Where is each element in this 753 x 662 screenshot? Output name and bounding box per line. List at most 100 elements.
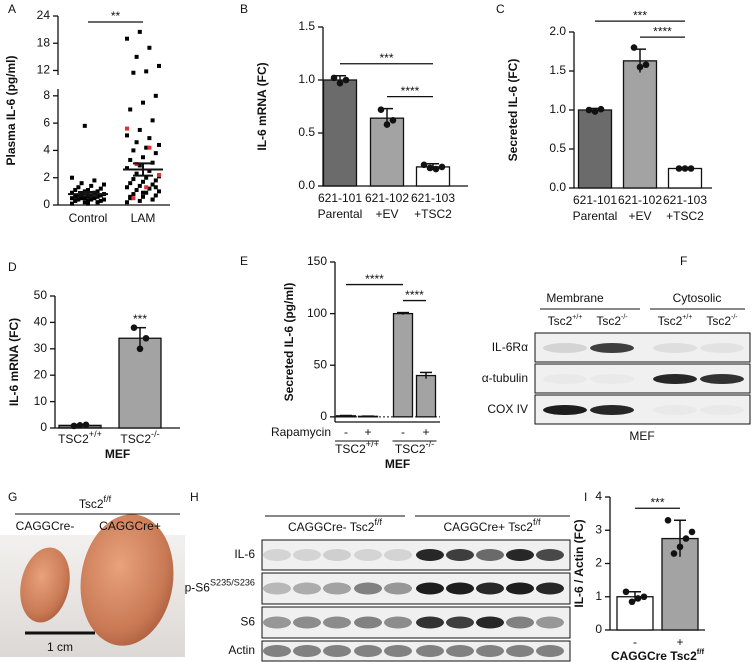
data-point — [622, 588, 630, 596]
blot-band — [700, 405, 744, 415]
data-point — [136, 345, 144, 353]
y-tick-label: 100 — [307, 306, 327, 320]
significance-label: **** — [653, 24, 672, 38]
data-point — [670, 550, 678, 557]
x-axis-label-base: MEF — [105, 447, 130, 461]
x-tick-label: LAM — [131, 211, 156, 225]
data-point — [92, 196, 97, 201]
y-axis-label: IL-6 / Actin (FC) — [572, 519, 586, 607]
x-tick-label: 621-102 — [365, 191, 409, 205]
blot-band — [543, 374, 587, 384]
data-point — [131, 192, 136, 197]
data-point — [102, 182, 106, 187]
y-tick-label: 0 — [320, 409, 327, 423]
data-point — [73, 198, 78, 203]
x-tick-label: + — [364, 425, 371, 439]
data-point — [664, 516, 672, 524]
y-tick-label: 24 — [37, 8, 51, 22]
x-tick-label: 621-103 — [411, 191, 455, 205]
blot-box — [534, 363, 751, 394]
blot-band — [384, 582, 412, 595]
blot-band — [384, 616, 412, 629]
data-point — [147, 136, 152, 141]
data-point — [597, 105, 605, 113]
data-point — [134, 140, 139, 145]
y-tick-label: 0.5 — [549, 141, 566, 155]
panel-letter: E — [240, 254, 248, 268]
group-label-base: CAGGCre- Tsc2 — [288, 520, 375, 534]
blot-band — [263, 616, 291, 629]
lane-label-base: Tsc2 — [658, 314, 683, 328]
data-point — [137, 163, 142, 168]
data-point — [98, 198, 103, 203]
data-point — [144, 145, 149, 150]
data-point — [82, 421, 90, 429]
x-tick-label: 621-102 — [618, 193, 662, 207]
data-point — [76, 422, 84, 429]
y-tick-label: 2 — [595, 556, 602, 570]
data-point — [82, 196, 87, 201]
data-point — [687, 165, 695, 172]
data-point — [73, 194, 78, 199]
data-point — [125, 166, 129, 171]
data-point — [438, 163, 446, 171]
data-point — [76, 197, 81, 202]
row-label-base: S6 — [240, 615, 255, 629]
data-point — [86, 201, 90, 206]
data-point — [141, 100, 145, 105]
blot-band — [293, 549, 321, 561]
data-point — [137, 183, 142, 188]
row-label: α-tubulin — [482, 371, 528, 385]
blot-band — [506, 549, 534, 561]
significance-label: **** — [401, 84, 420, 98]
blot-band — [590, 374, 634, 384]
bar — [392, 312, 414, 418]
y-tick-label: 6 — [43, 115, 50, 129]
blot-box — [534, 332, 751, 363]
y-tick-label: 2 — [43, 170, 50, 184]
data-point — [141, 155, 145, 160]
panel-letter: D — [8, 260, 17, 274]
x-tick-label: + — [422, 425, 429, 439]
blot-band — [506, 616, 534, 629]
photo-label: CAGGCre+ — [99, 519, 161, 533]
data-point — [628, 598, 636, 606]
significance-label: *** — [133, 312, 147, 326]
x-tick-label: 621-101 — [318, 191, 362, 205]
data-point — [128, 107, 133, 112]
blot-band — [263, 582, 291, 595]
data-point — [141, 194, 145, 199]
row-label: Actin — [228, 643, 255, 657]
blot-band — [536, 645, 564, 657]
significance-label: *** — [379, 51, 393, 65]
x-tick-label-sup: +/+ — [89, 429, 102, 439]
x-tick-label-base: TSC2 — [120, 432, 151, 446]
y-tick-label: 20 — [34, 367, 48, 381]
kidney-large — [80, 514, 174, 646]
data-point — [153, 93, 158, 98]
y-tick-label: 30 — [34, 341, 48, 355]
blot-band — [446, 616, 474, 629]
data-point — [636, 63, 644, 71]
x-tick-label-base: TSC2 — [58, 432, 89, 446]
group-label: Cytosolic — [673, 291, 722, 305]
y-tick-label: 3 — [595, 522, 602, 536]
data-point — [82, 200, 87, 205]
x-axis-label-sup: f/f — [697, 647, 705, 656]
blot-band — [543, 405, 587, 415]
row-label: p-S6S235/S236 — [185, 578, 255, 595]
x-axis-label-base: CAGGCre Tsc2 — [611, 649, 697, 662]
data-point — [150, 182, 155, 187]
blot-band — [446, 582, 474, 595]
data-point — [142, 334, 150, 342]
lane-label: Tsc2-/- — [706, 314, 738, 328]
data-point — [98, 186, 103, 191]
data-point — [89, 183, 94, 188]
blot-band — [536, 616, 564, 629]
significance-label: ** — [111, 9, 121, 23]
panel-letter: C — [496, 2, 505, 16]
y-tick-label: 0.5 — [298, 125, 315, 139]
data-point — [128, 157, 133, 162]
x-tick-label: - — [401, 425, 405, 439]
y-tick-label: 4 — [43, 143, 50, 157]
